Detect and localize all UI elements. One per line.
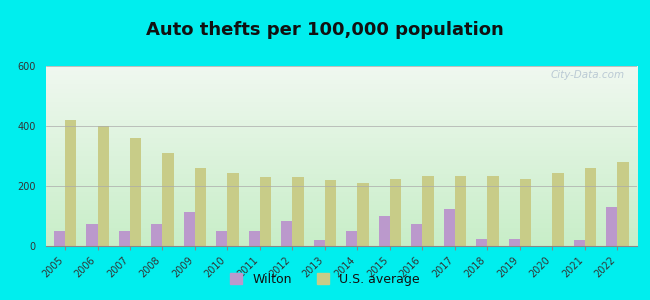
Bar <box>162 153 174 246</box>
Bar <box>346 231 358 246</box>
Bar <box>183 212 195 246</box>
Bar <box>313 240 325 246</box>
Legend: Wilton, U.S. average: Wilton, U.S. average <box>225 268 425 291</box>
Bar <box>216 231 228 246</box>
Bar <box>443 208 455 246</box>
Bar <box>618 162 629 246</box>
Bar <box>520 178 531 246</box>
Bar <box>573 240 585 246</box>
Bar <box>118 231 130 246</box>
Bar <box>606 207 618 246</box>
Bar <box>292 177 304 246</box>
Bar <box>281 220 292 246</box>
Bar <box>390 178 401 246</box>
Bar <box>151 224 162 246</box>
Bar <box>508 238 520 246</box>
Bar <box>98 126 109 246</box>
Bar <box>65 120 77 246</box>
Text: Auto thefts per 100,000 population: Auto thefts per 100,000 population <box>146 21 504 39</box>
Bar <box>325 180 337 246</box>
Bar <box>260 177 271 246</box>
Bar <box>130 138 141 246</box>
Bar <box>378 216 390 246</box>
Bar <box>422 176 434 246</box>
Bar <box>86 224 97 246</box>
Bar <box>227 172 239 246</box>
Bar <box>411 224 422 246</box>
Bar <box>358 183 369 246</box>
Bar <box>585 168 596 246</box>
Bar <box>248 231 260 246</box>
Bar <box>488 176 499 246</box>
Bar <box>476 238 488 246</box>
Bar <box>53 231 65 246</box>
Text: City-Data.com: City-Data.com <box>551 70 625 80</box>
Bar <box>552 172 564 246</box>
Bar <box>455 176 466 246</box>
Bar <box>195 168 206 246</box>
